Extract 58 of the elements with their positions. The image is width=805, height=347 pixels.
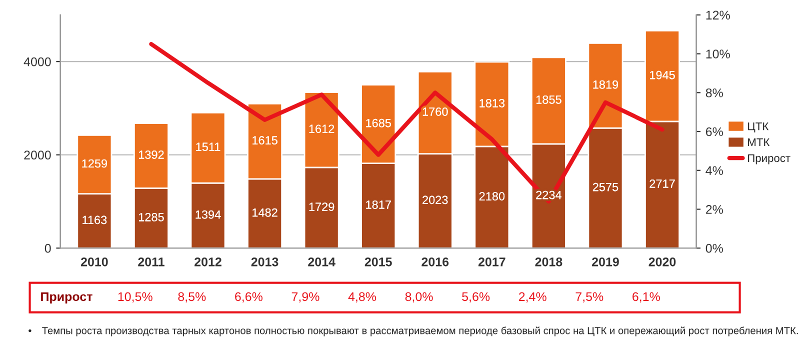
data-label: 6,6% bbox=[235, 292, 262, 303]
y-tick-label: 0 bbox=[44, 244, 51, 253]
data-label: 1685 bbox=[366, 118, 391, 128]
legend-label: ЦТК bbox=[748, 122, 769, 132]
text: • Темпы роста производства тарных картонов полностью покрывают в рассматриваемом периоде базовый спрос на ЦТК и опережающий рост потребления МТК. bbox=[28, 326, 798, 336]
y2-tick-label: 8% bbox=[706, 88, 723, 98]
y2-tick-label: 0% bbox=[706, 244, 723, 253]
x-tick-label: 2013 bbox=[251, 257, 278, 266]
data-label: 2575 bbox=[592, 182, 618, 192]
data-label: 1819 bbox=[593, 80, 618, 89]
x-tick-label: 2014 bbox=[308, 257, 336, 266]
data-label: 1760 bbox=[422, 108, 448, 116]
x-tick-label: 2018 bbox=[535, 257, 562, 266]
x-tick-label: 2017 bbox=[478, 257, 506, 266]
data-label: 4,8% bbox=[348, 292, 376, 303]
y-tick-label: 4000 bbox=[24, 57, 51, 66]
data-label: 1813 bbox=[480, 98, 505, 108]
x-tick-label: 2016 bbox=[422, 257, 449, 266]
data-label: 1259 bbox=[82, 159, 108, 168]
x-tick-label: 2020 bbox=[648, 257, 676, 266]
data-label: 10,5% bbox=[118, 292, 152, 303]
legend-label: МТК bbox=[748, 138, 770, 146]
y2-tick-label: 4% bbox=[706, 166, 723, 175]
data-label: 1285 bbox=[138, 212, 164, 222]
x-tick-label: 2010 bbox=[80, 257, 108, 266]
y2-tick-label: 2% bbox=[706, 205, 723, 214]
data-label: 8,0% bbox=[405, 292, 433, 303]
x-tick-label: 2011 bbox=[138, 257, 164, 266]
data-label: 1482 bbox=[252, 208, 278, 217]
text: Прирост bbox=[41, 292, 92, 304]
x-tick-label: 2015 bbox=[364, 257, 392, 266]
data-label: 1817 bbox=[366, 200, 391, 209]
data-label: 2234 bbox=[536, 190, 562, 200]
data-label: 1163 bbox=[82, 216, 107, 224]
data-label: 5,6% bbox=[462, 292, 490, 303]
data-label: 1612 bbox=[309, 124, 334, 134]
data-label: 1855 bbox=[536, 95, 562, 104]
legend-label: Прирост bbox=[748, 154, 790, 164]
data-label: 8,5% bbox=[178, 292, 206, 303]
data-label: 7,9% bbox=[292, 292, 320, 303]
data-label: 2717 bbox=[650, 180, 675, 188]
y2-tick-label: 10% bbox=[706, 50, 730, 58]
data-label: 2180 bbox=[479, 192, 505, 200]
data-label: 1392 bbox=[138, 150, 164, 159]
data-label: 2023 bbox=[422, 196, 448, 204]
y2-tick-label: 12% bbox=[706, 10, 730, 20]
data-label: 7,5% bbox=[576, 292, 604, 303]
x-tick-label: 2019 bbox=[592, 257, 619, 266]
data-label: 6,1% bbox=[632, 292, 660, 303]
y2-tick-label: 6% bbox=[706, 127, 723, 136]
data-label: 1945 bbox=[650, 70, 675, 80]
data-label: 2,4% bbox=[518, 292, 546, 303]
y-tick-label: 2000 bbox=[24, 150, 51, 160]
data-label: 1729 bbox=[309, 202, 334, 211]
data-label: 1615 bbox=[252, 136, 278, 144]
x-tick-label: 2012 bbox=[194, 257, 222, 266]
data-label: 1394 bbox=[196, 210, 221, 219]
data-label: 1511 bbox=[196, 142, 220, 152]
